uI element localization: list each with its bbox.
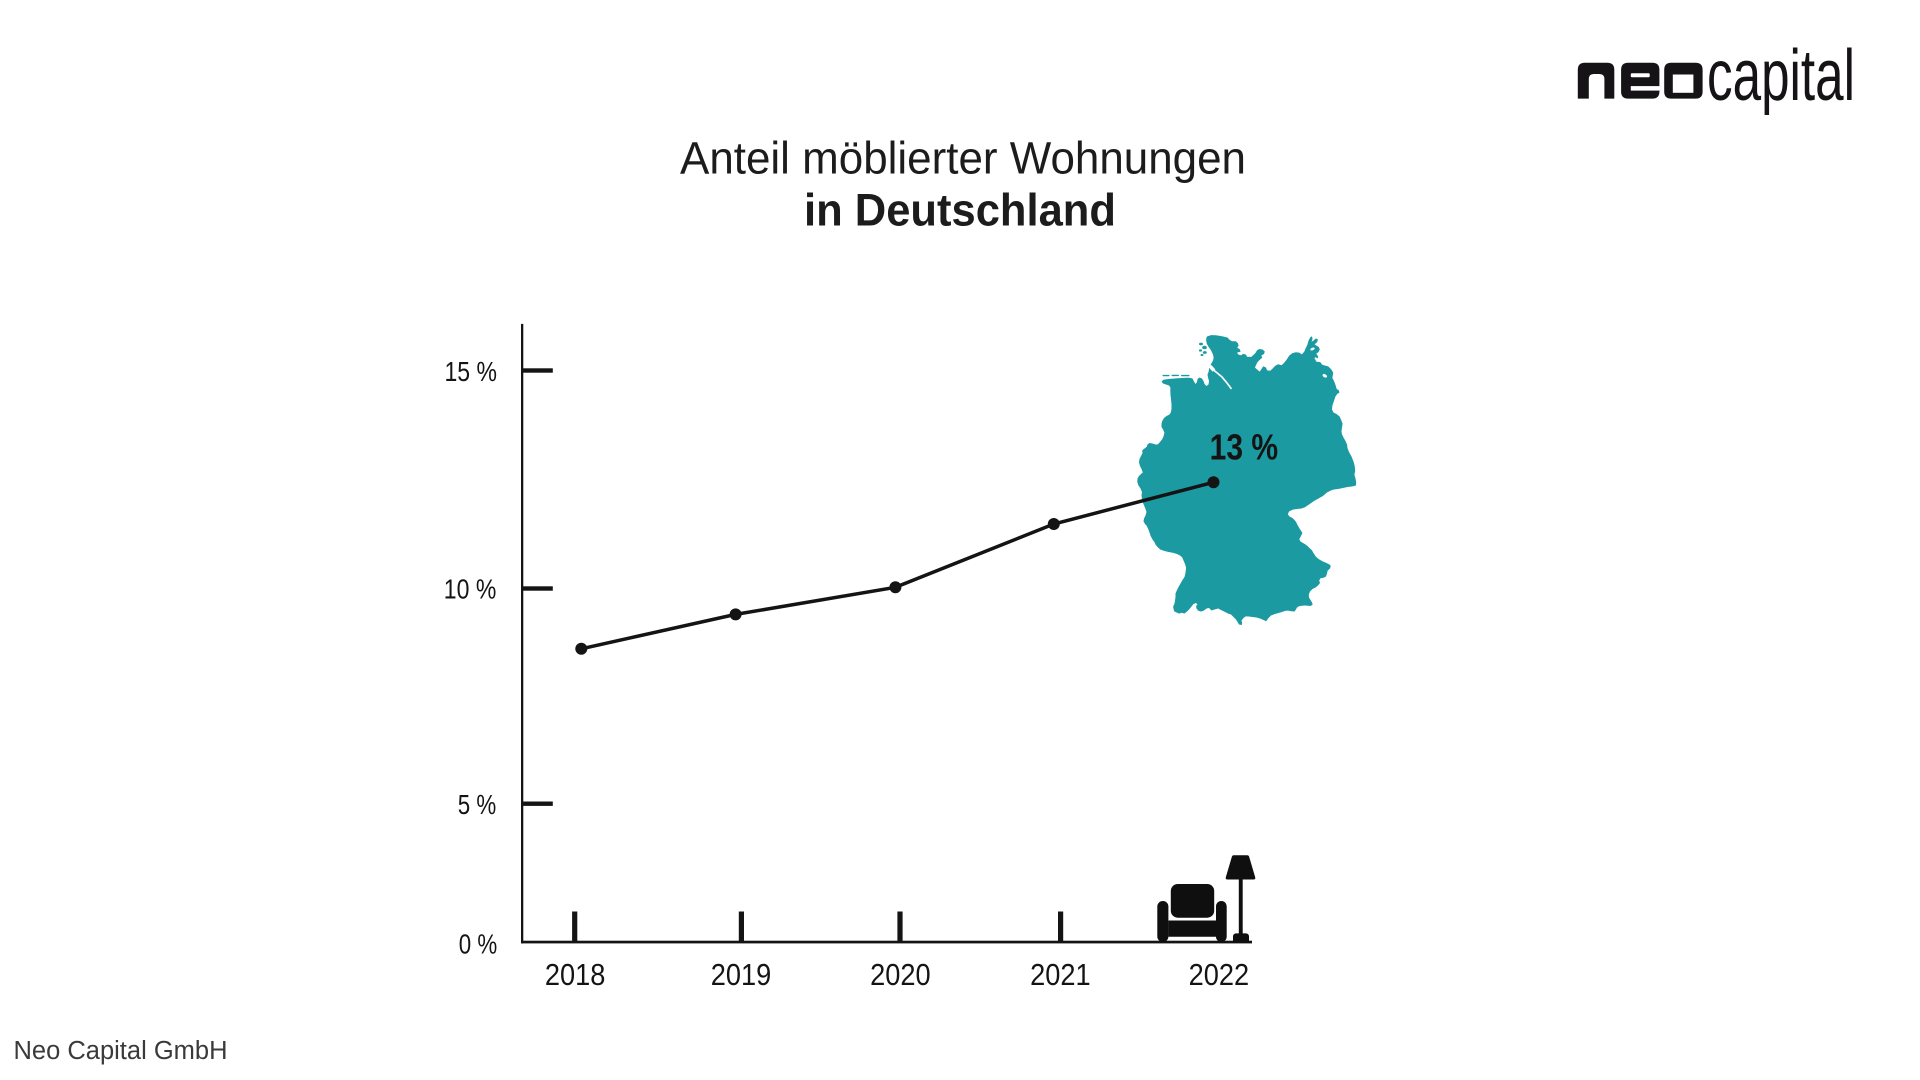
svg-text:15 %: 15 % — [445, 356, 498, 387]
svg-text:2021: 2021 — [1030, 958, 1091, 992]
svg-text:Neo Capital GmbH: Neo Capital GmbH — [14, 1037, 228, 1065]
svg-text:10 %: 10 % — [444, 574, 497, 605]
svg-text:capital: capital — [1707, 36, 1855, 116]
svg-text:2020: 2020 — [870, 958, 931, 992]
svg-text:2018: 2018 — [545, 958, 606, 992]
svg-text:5 %: 5 % — [458, 789, 497, 820]
svg-text:Anteil möblierter Wohnungen: Anteil möblierter Wohnungen — [680, 133, 1246, 184]
svg-text:2019: 2019 — [711, 958, 772, 992]
svg-text:2022: 2022 — [1189, 958, 1250, 992]
svg-text:in Deutschland: in Deutschland — [804, 185, 1116, 236]
svg-text:0 %: 0 % — [459, 928, 498, 959]
svg-text:13 %: 13 % — [1210, 427, 1279, 468]
